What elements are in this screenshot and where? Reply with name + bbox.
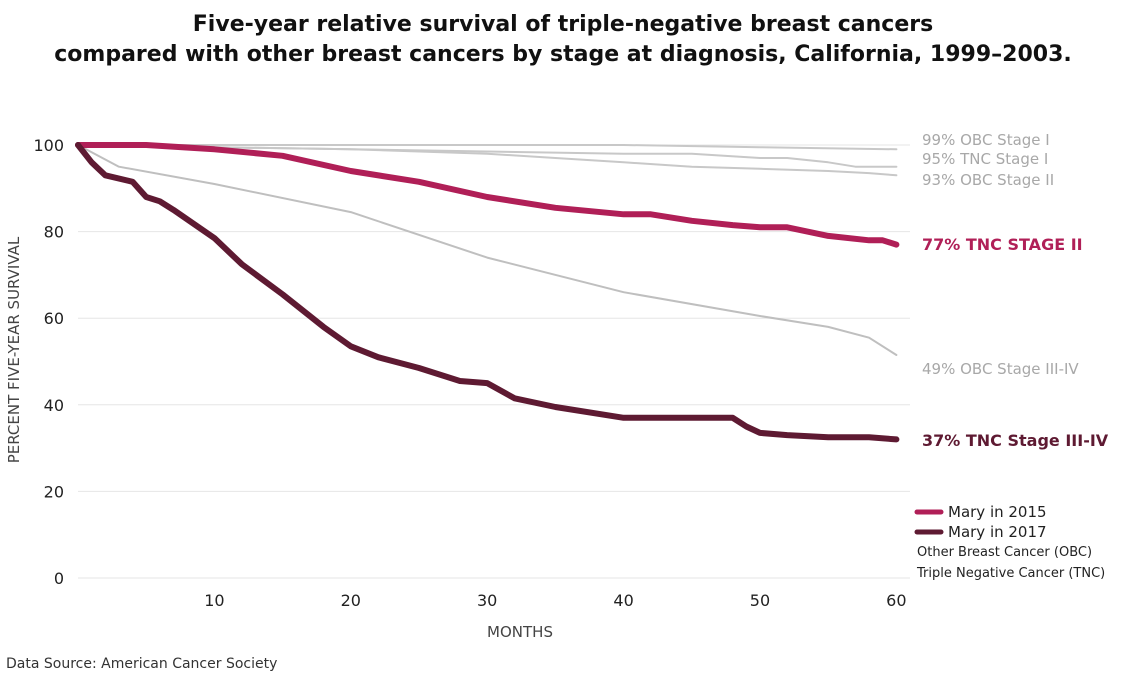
y-tick-label-100: 100: [33, 136, 64, 155]
end-label-obc-stage-i: 99% OBC Stage I: [922, 131, 1050, 149]
legend-label-2: Mary in 2017: [948, 523, 1047, 541]
y-tick-label-80: 80: [44, 223, 64, 242]
end-label-obc-stage-iii-iv: 49% OBC Stage III-IV: [922, 360, 1079, 378]
chart-title: Five-year relative survival of triple-ne…: [0, 10, 1126, 70]
end-label-tnc-stage-i: 95% TNC Stage I: [922, 150, 1048, 168]
series-end-labels: 77% TNC STAGE II 37% TNC Stage III-IV 99% …: [922, 131, 1109, 450]
x-tick-label-40: 40: [613, 591, 633, 610]
x-axis-label: MONTHS: [487, 623, 553, 641]
series-line-obc-stage-iii-iv: [77, 144, 898, 356]
y-tick-label-20: 20: [44, 482, 64, 501]
chart-title-line1: Five-year relative survival of triple-ne…: [192, 12, 934, 37]
y-tick-label-0: 0: [54, 569, 64, 588]
series-line-mary-in-2017: [75, 142, 900, 443]
series-line-obc-stage-ii: [77, 144, 898, 177]
y-axis-label: PERCENT FIVE-YEAR SURVIVAL: [5, 236, 23, 463]
x-tick-label-30: 30: [477, 591, 497, 610]
series-line-obc-stage-i: [77, 144, 898, 151]
legend: Mary in 2015 Mary in 2017 Other Breast Can…: [914, 503, 1105, 581]
legend-note-1: Other Breast Cancer (OBC): [917, 545, 1092, 560]
x-tick-label-10: 10: [204, 591, 224, 610]
y-axis-ticks: 0 20 40 60 80 100: [33, 136, 64, 588]
end-label-obc-stage-ii: 93% OBC Stage II: [922, 171, 1054, 189]
x-tick-label-60: 60: [886, 591, 906, 610]
end-label-mary-in-2017: 37% TNC Stage III-IV: [922, 431, 1109, 450]
legend-label-1: Mary in 2015: [948, 503, 1047, 521]
y-tick-label-60: 60: [44, 309, 64, 328]
x-axis-ticks: 10 20 30 40 50 60: [204, 591, 906, 610]
chart-title-line2: compared with other breast cancers by st…: [54, 42, 1072, 67]
gridlines: [78, 144, 910, 579]
series-line-mary-in-2015: [75, 142, 900, 248]
y-tick-label-40: 40: [44, 396, 64, 415]
data-source-note: Data Source: American Cancer Society: [6, 656, 278, 672]
series-lines: [75, 142, 900, 443]
line-chart: 0 20 40 60 80 100 10 20 30 40 50 60 PERCENT FIVE-Y…: [5, 131, 1109, 641]
x-tick-label-50: 50: [750, 591, 770, 610]
legend-note-2: Triple Negative Cancer (TNC): [916, 566, 1105, 581]
x-tick-label-20: 20: [341, 591, 361, 610]
end-label-mary-in-2015: 77% TNC STAGE II: [922, 235, 1083, 254]
